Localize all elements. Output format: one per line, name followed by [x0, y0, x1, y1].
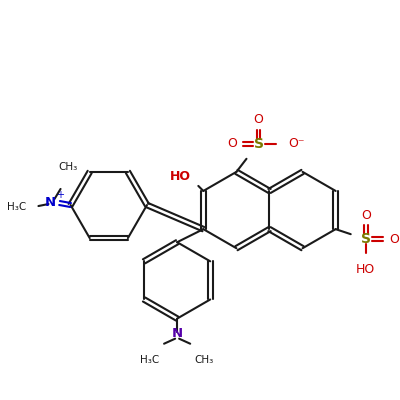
Text: O: O: [361, 208, 371, 222]
Text: O⁻: O⁻: [289, 137, 305, 150]
Text: CH₃: CH₃: [58, 162, 77, 172]
Text: S: S: [361, 232, 371, 246]
Text: S: S: [254, 137, 264, 151]
Text: N: N: [44, 196, 56, 208]
Text: N: N: [172, 327, 183, 340]
Text: CH₃: CH₃: [195, 355, 214, 365]
Text: +: +: [56, 190, 64, 200]
Text: HO: HO: [170, 170, 191, 183]
Text: H₃C: H₃C: [7, 202, 26, 212]
Text: O: O: [389, 233, 399, 246]
Text: H₃C: H₃C: [140, 355, 160, 365]
Text: O: O: [254, 113, 264, 126]
Text: HO: HO: [356, 263, 376, 276]
Text: O: O: [228, 137, 237, 150]
